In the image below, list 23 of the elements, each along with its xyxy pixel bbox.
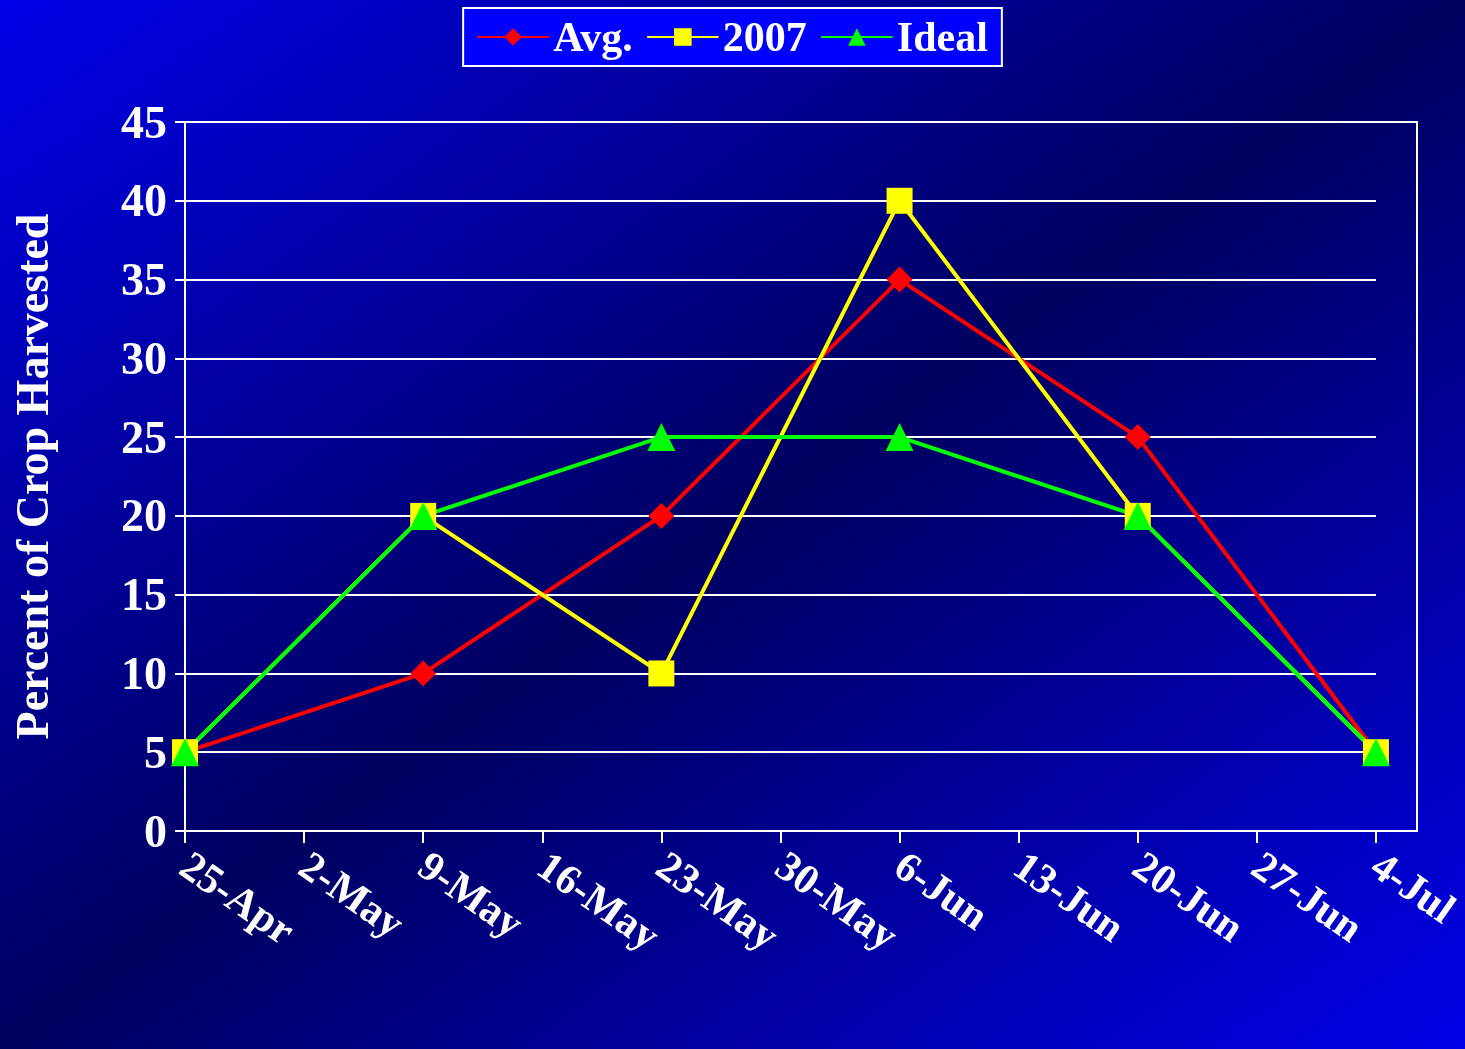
y-tick-label: 15 xyxy=(121,569,167,621)
y-tick-label: 0 xyxy=(144,805,167,857)
point xyxy=(648,502,675,529)
y-tick-label: 30 xyxy=(121,332,167,384)
y-tick-label: 25 xyxy=(121,411,167,463)
y-tick-label: 40 xyxy=(121,175,167,227)
y-tick-label: 45 xyxy=(121,96,167,148)
point xyxy=(886,187,913,214)
point xyxy=(886,266,913,293)
y-tick-label: 10 xyxy=(121,647,167,699)
y-axis-title: Percent of Crop Harvested xyxy=(6,213,58,740)
x-tick-label: 4-Jul xyxy=(1362,842,1464,933)
point xyxy=(1124,424,1151,451)
legend-label: Avg. xyxy=(553,14,633,60)
y-tick-label: 20 xyxy=(121,490,167,542)
legend-label: Ideal xyxy=(896,14,988,60)
y-tick-label: 5 xyxy=(144,726,167,778)
point xyxy=(648,660,675,687)
y-tick-label: 35 xyxy=(121,254,167,306)
point xyxy=(647,423,676,452)
point xyxy=(410,660,437,687)
legend-label: 2007 xyxy=(722,14,807,60)
point xyxy=(885,423,914,452)
